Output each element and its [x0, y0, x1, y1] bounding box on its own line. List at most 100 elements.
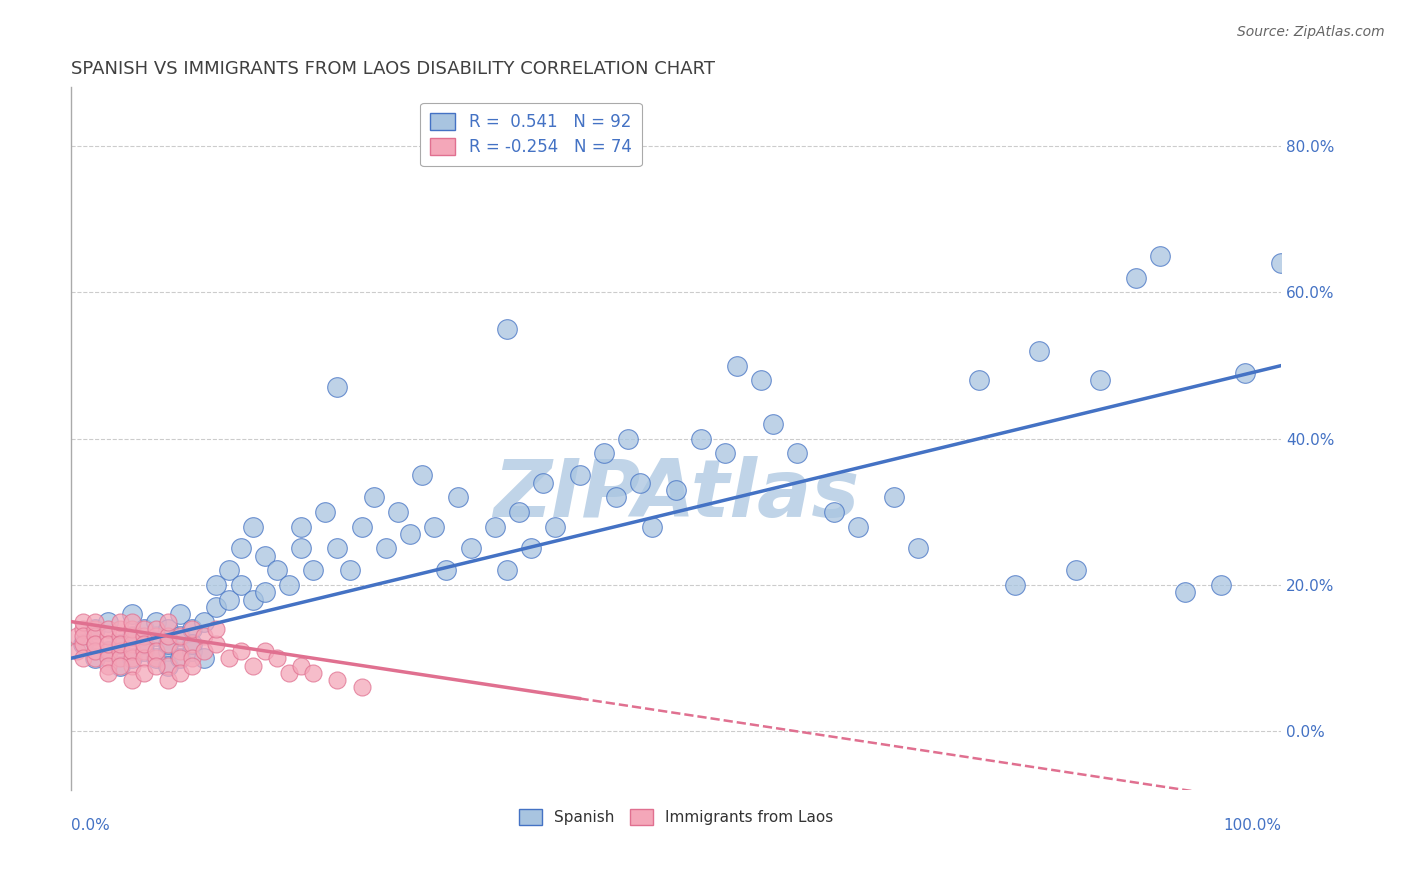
Point — [108, 637, 131, 651]
Point — [145, 615, 167, 629]
Point — [592, 446, 614, 460]
Point — [132, 651, 155, 665]
Point — [108, 637, 131, 651]
Point — [713, 446, 735, 460]
Point — [1064, 563, 1087, 577]
Point — [121, 637, 143, 651]
Point — [84, 651, 107, 665]
Point — [108, 658, 131, 673]
Point — [242, 592, 264, 607]
Point — [157, 644, 180, 658]
Point — [72, 622, 94, 636]
Point — [157, 658, 180, 673]
Point — [496, 322, 519, 336]
Point — [96, 622, 118, 636]
Point — [1149, 249, 1171, 263]
Point — [229, 644, 252, 658]
Point — [205, 637, 228, 651]
Point — [278, 665, 301, 680]
Point — [302, 665, 325, 680]
Point — [145, 622, 167, 636]
Point — [132, 622, 155, 636]
Point — [229, 541, 252, 556]
Point — [193, 644, 215, 658]
Point — [157, 622, 180, 636]
Text: 100.0%: 100.0% — [1223, 818, 1281, 833]
Text: 0.0%: 0.0% — [72, 818, 110, 833]
Point — [96, 637, 118, 651]
Point — [72, 651, 94, 665]
Point — [786, 446, 808, 460]
Point — [121, 658, 143, 673]
Point — [218, 592, 240, 607]
Point — [423, 519, 446, 533]
Point — [605, 490, 627, 504]
Point — [121, 629, 143, 643]
Point — [617, 432, 640, 446]
Point — [762, 417, 785, 431]
Point — [132, 629, 155, 643]
Point — [1174, 585, 1197, 599]
Point — [181, 658, 204, 673]
Point — [145, 629, 167, 643]
Point — [253, 644, 276, 658]
Point — [411, 468, 433, 483]
Point — [350, 681, 373, 695]
Point — [121, 629, 143, 643]
Point — [447, 490, 470, 504]
Point — [387, 505, 409, 519]
Point — [290, 658, 312, 673]
Point — [374, 541, 396, 556]
Point — [121, 644, 143, 658]
Point — [108, 629, 131, 643]
Point — [108, 644, 131, 658]
Point — [242, 519, 264, 533]
Legend: Spanish, Immigrants from Laos: Spanish, Immigrants from Laos — [513, 804, 839, 831]
Point — [169, 651, 191, 665]
Point — [434, 563, 457, 577]
Point — [181, 637, 204, 651]
Point — [84, 622, 107, 636]
Point — [193, 629, 215, 643]
Point — [846, 519, 869, 533]
Point — [157, 637, 180, 651]
Point — [108, 615, 131, 629]
Point — [278, 578, 301, 592]
Point — [96, 629, 118, 643]
Point — [326, 673, 349, 688]
Point — [496, 563, 519, 577]
Point — [568, 468, 591, 483]
Point — [665, 483, 688, 497]
Point — [157, 629, 180, 643]
Point — [302, 563, 325, 577]
Point — [641, 519, 664, 533]
Point — [531, 475, 554, 490]
Point — [121, 651, 143, 665]
Point — [157, 658, 180, 673]
Point — [132, 637, 155, 651]
Point — [84, 644, 107, 658]
Point — [399, 526, 422, 541]
Point — [96, 658, 118, 673]
Point — [326, 541, 349, 556]
Point — [967, 373, 990, 387]
Point — [1028, 343, 1050, 358]
Point — [290, 519, 312, 533]
Point — [823, 505, 845, 519]
Point — [169, 629, 191, 643]
Point — [229, 578, 252, 592]
Point — [169, 665, 191, 680]
Point — [72, 637, 94, 651]
Point — [218, 651, 240, 665]
Point — [253, 585, 276, 599]
Point — [205, 599, 228, 614]
Point — [484, 519, 506, 533]
Point — [205, 578, 228, 592]
Point — [66, 644, 89, 658]
Point — [181, 622, 204, 636]
Point — [72, 615, 94, 629]
Point — [84, 629, 107, 643]
Point — [314, 505, 336, 519]
Point — [145, 644, 167, 658]
Point — [66, 629, 89, 643]
